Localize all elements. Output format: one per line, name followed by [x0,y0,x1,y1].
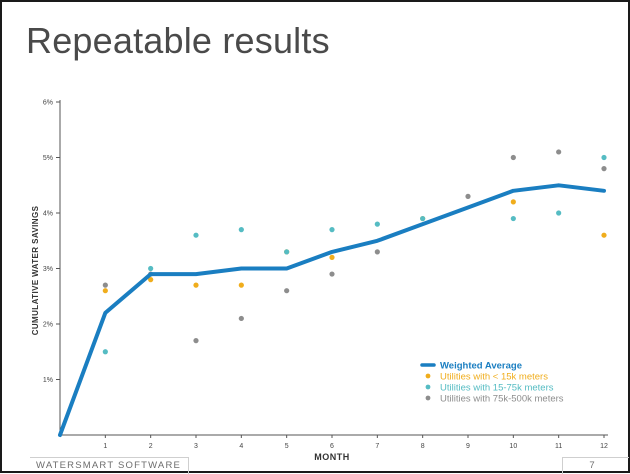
x-tick-label: 4 [239,443,243,450]
data-point [102,288,108,294]
data-point [238,227,244,233]
x-tick-label: 12 [600,443,608,450]
y-axis-title: CUMULATIVE WATER SAVINGS [31,205,40,335]
data-point [465,193,471,199]
legend-dot-swatch [425,395,431,401]
weighted-average-line [58,183,606,437]
data-point [601,154,607,161]
data-point [193,338,199,344]
data-point [510,215,516,222]
x-tick-label: 2 [149,443,153,450]
legend-label: Utilities with 75k-500k meters [440,394,564,405]
legend-dot-swatch [425,373,431,379]
legend-label: Utilities with 15-75k meters [440,383,554,394]
x-tick-label: 9 [466,443,470,450]
footer-company-name: WATERSMART SOFTWARE [36,460,182,471]
data-point [329,227,335,233]
footer-right-frame [562,457,629,474]
data-point [420,215,426,222]
data-point [238,282,244,288]
y-tick-label: 3% [43,266,53,273]
legend-label: Utilities with < 15k meters [440,372,548,383]
data-point [193,232,199,238]
data-point [102,349,108,355]
data-point [102,282,108,288]
legend-dot-swatch [425,384,431,390]
data-point [510,199,516,205]
x-tick-label: 7 [375,443,379,450]
data-point [556,149,562,155]
x-tick-label: 6 [330,443,334,450]
data-point [556,210,562,216]
data-point [374,221,380,227]
x-tick-label: 1 [103,443,107,450]
legend-label: Weighted Average [440,361,522,372]
y-tick-label: 5% [43,155,53,162]
data-point [238,315,244,322]
data-point [148,265,154,272]
page-number: 7 [589,460,595,471]
data-point [329,254,335,260]
y-tick-label: 4% [43,211,53,218]
x-tick-label: 5 [285,443,289,450]
x-axis-title: MONTH [314,452,350,462]
data-point [374,249,380,255]
data-point [601,166,607,172]
x-tick-label: 11 [555,443,562,450]
data-point [329,271,335,277]
data-point [284,288,290,294]
footer-left-frame [30,457,189,474]
y-tick-label: 2% [43,322,53,329]
x-tick-label: 10 [509,443,517,450]
x-tick-label: 3 [194,443,198,450]
data-point [284,249,290,255]
data-point [601,232,607,238]
data-point [148,277,154,283]
data-point [510,154,516,161]
y-tick-label: 6% [43,100,53,107]
data-point [193,282,199,288]
x-tick-label: 8 [421,443,425,450]
y-tick-label: 1% [43,377,53,384]
slide-title: Repeatable results [26,20,330,61]
